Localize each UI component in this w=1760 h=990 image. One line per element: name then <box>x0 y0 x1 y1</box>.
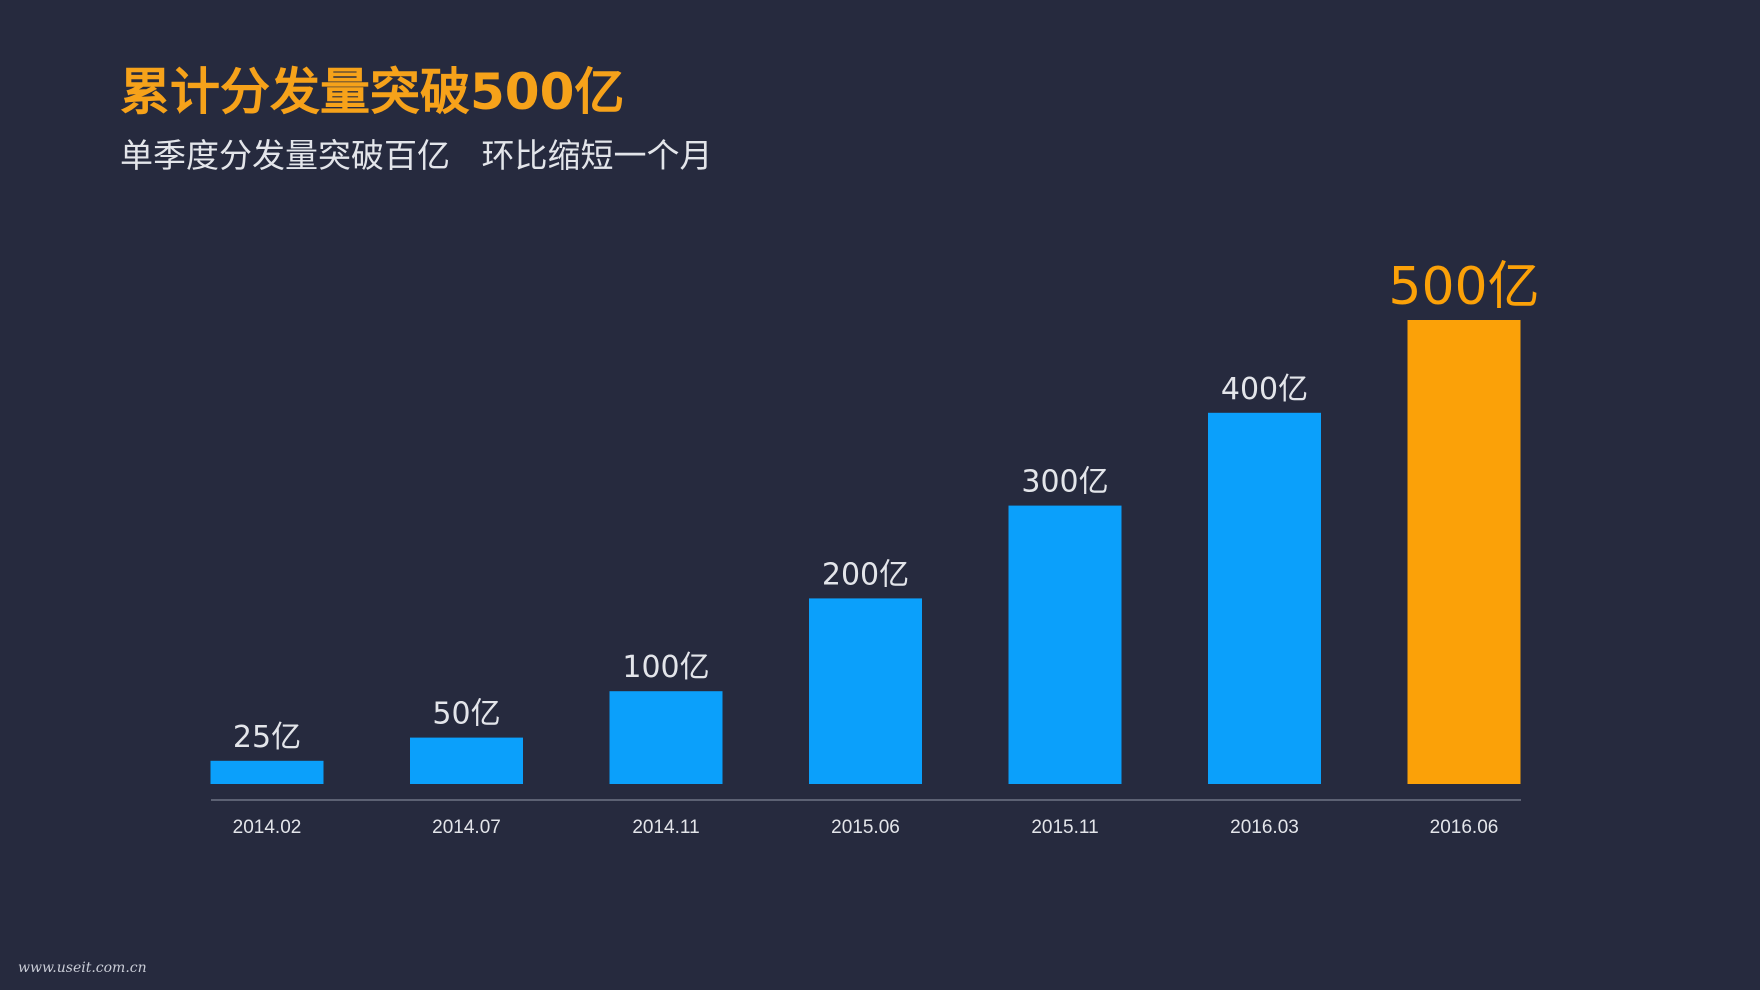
x-tick-label: 2014.07 <box>432 817 501 838</box>
data-label: 100亿 <box>622 650 709 685</box>
x-tick-label: 2016.03 <box>1230 817 1299 838</box>
data-label: 200亿 <box>822 557 909 592</box>
x-tick-label: 2014.11 <box>632 817 699 838</box>
chart-subtitle: 单季度分发量突破百亿 环比缩短一个月 <box>120 136 713 175</box>
data-label: 300亿 <box>1021 465 1108 500</box>
x-tick-label: 2014.02 <box>233 817 302 838</box>
bar <box>210 760 324 784</box>
data-label: 400亿 <box>1221 372 1308 407</box>
bar <box>1407 320 1521 784</box>
x-tick-label: 2016.06 <box>1430 817 1499 838</box>
data-label: 50亿 <box>432 697 500 732</box>
bar <box>809 598 922 784</box>
data-label: 25亿 <box>233 720 301 755</box>
x-tick-label: 2015.11 <box>1031 817 1098 838</box>
data-label: 500亿 <box>1388 257 1539 317</box>
bar <box>1008 505 1122 784</box>
watermark: www.useit.com.cn <box>18 960 147 976</box>
x-tick-label: 2015.06 <box>831 817 900 838</box>
bar <box>410 737 523 784</box>
chart-title: 累计分发量突破500亿 <box>120 63 625 121</box>
bar <box>609 691 723 784</box>
bar <box>1208 412 1321 784</box>
